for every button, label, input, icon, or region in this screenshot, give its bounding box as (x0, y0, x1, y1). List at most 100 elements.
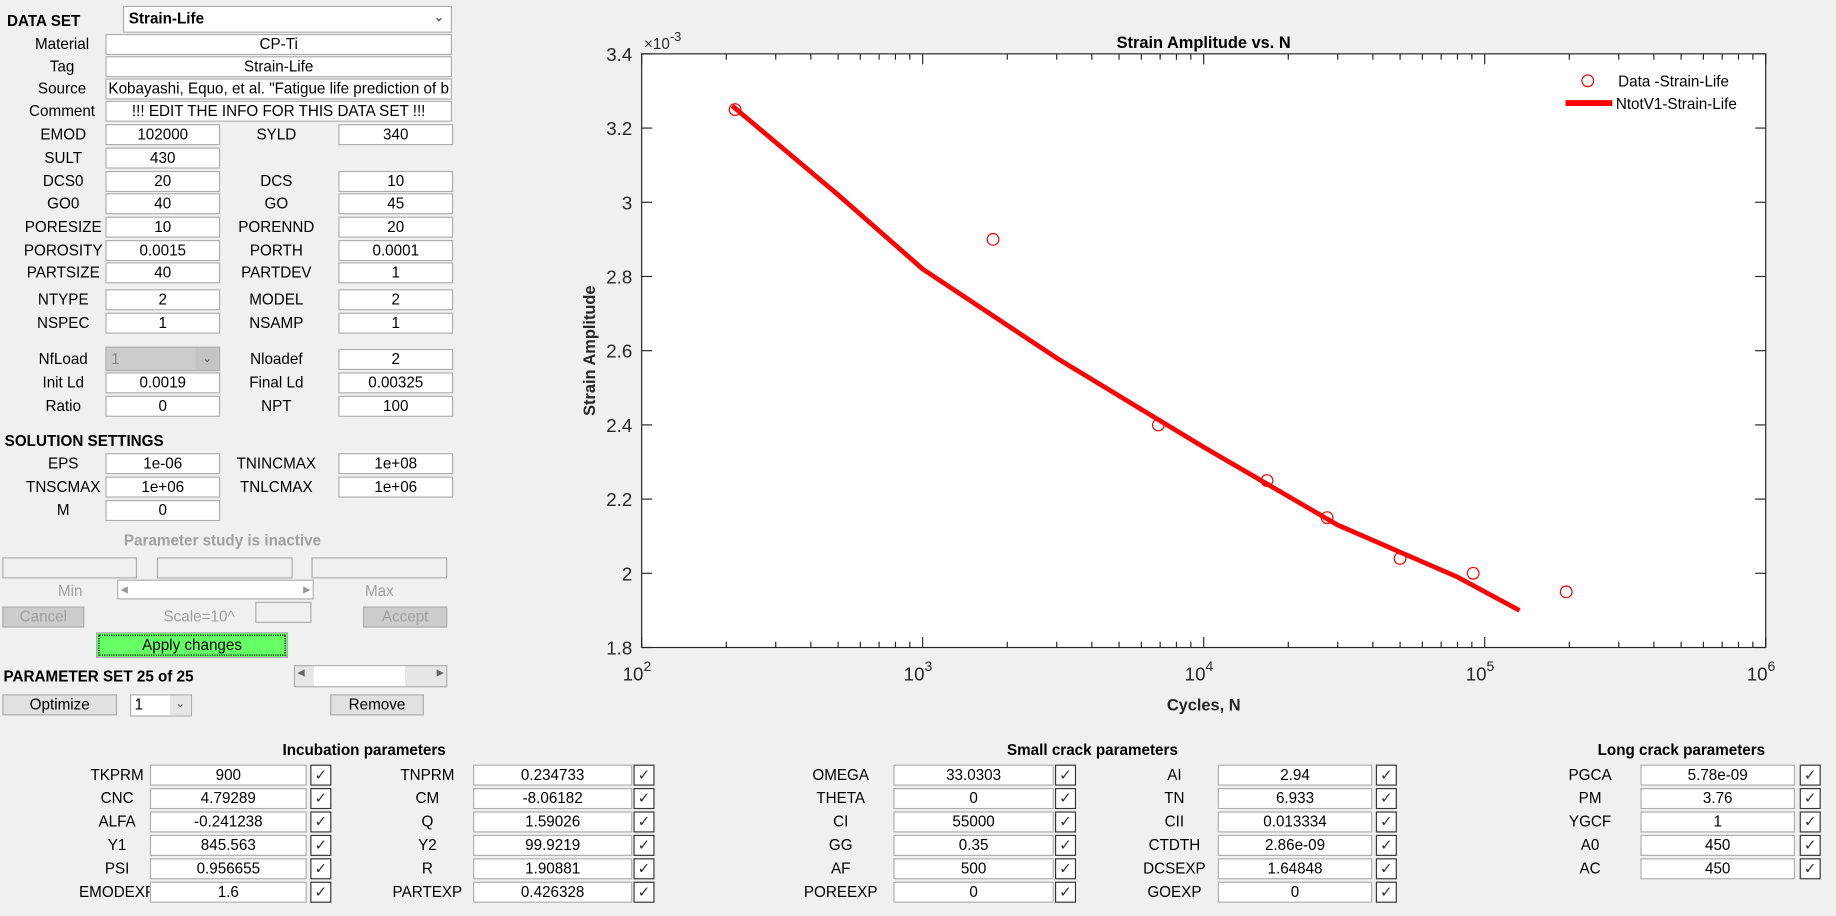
partexp-field[interactable]: 0.426328 (473, 881, 633, 903)
sult-field[interactable]: 430 (105, 147, 221, 169)
theta-checkbox[interactable]: ✓ (1054, 788, 1077, 810)
tnscmax-field[interactable]: 1e+06 (105, 476, 221, 498)
scroll-left-icon[interactable]: ◀ (297, 667, 305, 678)
y2-checkbox[interactable]: ✓ (633, 834, 655, 856)
param-study-slider[interactable]: ◀ ▶ (117, 579, 314, 600)
ratio-field[interactable]: 0 (105, 395, 221, 417)
q-checkbox[interactable]: ✓ (633, 811, 655, 833)
goexp-field[interactable]: 0 (1217, 881, 1373, 903)
ci-field[interactable]: 55000 (893, 811, 1054, 833)
ai-field[interactable]: 2.94 (1217, 764, 1373, 786)
scroll-right-icon[interactable]: ▶ (436, 667, 444, 678)
cm-checkbox[interactable]: ✓ (633, 788, 655, 810)
syld-field[interactable]: 340 (338, 124, 454, 146)
apply-changes-button[interactable]: Apply changes (96, 632, 289, 659)
gg-checkbox[interactable]: ✓ (1054, 834, 1077, 856)
r-field[interactable]: 1.90881 (473, 858, 633, 880)
final-ld-field[interactable]: 0.00325 (338, 372, 454, 394)
af-checkbox[interactable]: ✓ (1054, 858, 1077, 880)
porosity-field[interactable]: 0.0015 (105, 240, 221, 262)
dcsexp-checkbox[interactable]: ✓ (1375, 858, 1397, 880)
ai-checkbox[interactable]: ✓ (1375, 764, 1397, 786)
emod-field[interactable]: 102000 (105, 124, 221, 146)
dcsexp-field[interactable]: 1.64848 (1217, 858, 1373, 880)
emodexp-checkbox[interactable]: ✓ (310, 881, 332, 903)
ctdth-checkbox[interactable]: ✓ (1375, 834, 1397, 856)
alfa-field[interactable]: -0.241238 (149, 811, 307, 833)
q-field[interactable]: 1.59026 (473, 811, 633, 833)
nsamp-field[interactable]: 1 (338, 312, 454, 334)
tag-field[interactable]: Strain-Life (105, 56, 452, 78)
tkprm-field[interactable]: 900 (149, 764, 307, 786)
remove-button[interactable]: Remove (330, 694, 424, 716)
goexp-checkbox[interactable]: ✓ (1375, 881, 1397, 903)
a0-checkbox[interactable]: ✓ (1799, 834, 1821, 856)
omega-field[interactable]: 33.0303 (893, 764, 1054, 786)
pgca-field[interactable]: 5.78e-09 (1640, 764, 1795, 786)
cnc-checkbox[interactable]: ✓ (310, 788, 332, 810)
af-field[interactable]: 500 (893, 858, 1054, 880)
pm-checkbox[interactable]: ✓ (1799, 788, 1821, 810)
a0-field[interactable]: 450 (1640, 834, 1795, 856)
tn-field[interactable]: 6.933 (1217, 788, 1373, 810)
scroll-right-icon[interactable]: ▶ (303, 584, 311, 595)
y1-checkbox[interactable]: ✓ (310, 834, 332, 856)
emodexp-field[interactable]: 1.6 (149, 881, 307, 903)
tnincmax-field[interactable]: 1e+08 (338, 453, 454, 475)
ygcf-checkbox[interactable]: ✓ (1799, 811, 1821, 833)
poreexp-field[interactable]: 0 (893, 881, 1054, 903)
ygcf-field[interactable]: 1 (1640, 811, 1795, 833)
ac-field[interactable]: 450 (1640, 858, 1795, 880)
alfa-checkbox[interactable]: ✓ (310, 811, 332, 833)
y1-field[interactable]: 845.563 (149, 834, 307, 856)
y2-field[interactable]: 99.9219 (473, 834, 633, 856)
accept-button[interactable]: Accept (362, 606, 448, 628)
porth-field[interactable]: 0.0001 (338, 240, 454, 262)
source-field[interactable]: Kobayashi, Equo, et al. "Fatigue life pr… (105, 78, 452, 100)
pm-field[interactable]: 3.76 (1640, 788, 1795, 810)
scrollbar-thumb[interactable] (313, 666, 406, 687)
omega-checkbox[interactable]: ✓ (1054, 764, 1077, 786)
psi-checkbox[interactable]: ✓ (310, 858, 332, 880)
dataset-dropdown[interactable]: Strain-Life ⌄ (122, 5, 452, 33)
psi-field[interactable]: 0.956655 (149, 858, 307, 880)
partsize-field[interactable]: 40 (105, 262, 221, 284)
poreexp-checkbox[interactable]: ✓ (1054, 881, 1077, 903)
tnlcmax-field[interactable]: 1e+06 (338, 476, 454, 498)
ntype-field[interactable]: 2 (105, 289, 221, 311)
npt-field[interactable]: 100 (338, 395, 454, 417)
cancel-button[interactable]: Cancel (2, 606, 85, 628)
material-field[interactable]: CP-Ti (105, 33, 452, 56)
parameter-set-scrollbar[interactable]: ◀ ▶ (293, 665, 448, 688)
dcs-field[interactable]: 10 (338, 170, 454, 193)
theta-field[interactable]: 0 (893, 788, 1054, 810)
partdev-field[interactable]: 1 (338, 262, 454, 284)
optimize-button[interactable]: Optimize (2, 694, 118, 716)
tnprm-checkbox[interactable]: ✓ (633, 764, 655, 786)
porennd-field[interactable]: 20 (338, 216, 454, 238)
tn-checkbox[interactable]: ✓ (1375, 788, 1397, 810)
gg-field[interactable]: 0.35 (893, 834, 1054, 856)
r-checkbox[interactable]: ✓ (633, 858, 655, 880)
scroll-left-icon[interactable]: ◀ (120, 584, 128, 595)
dcs0-field[interactable]: 20 (105, 170, 221, 193)
tnprm-field[interactable]: 0.234733 (473, 764, 633, 786)
cnc-field[interactable]: 4.79289 (149, 788, 307, 810)
cii-field[interactable]: 0.013334 (1217, 811, 1373, 833)
poresize-field[interactable]: 10 (105, 216, 221, 238)
ci-checkbox[interactable]: ✓ (1054, 811, 1077, 833)
ac-checkbox[interactable]: ✓ (1799, 858, 1821, 880)
cm-field[interactable]: -8.06182 (473, 788, 633, 810)
init-ld-field[interactable]: 0.0019 (105, 372, 221, 394)
nspec-field[interactable]: 1 (105, 312, 221, 334)
ctdth-field[interactable]: 2.86e-09 (1217, 834, 1373, 856)
pgca-checkbox[interactable]: ✓ (1799, 764, 1821, 786)
m-field[interactable]: 0 (105, 499, 221, 522)
optimize-dropdown[interactable]: 1 ⌄ (129, 694, 193, 717)
nloadef-field[interactable]: 2 (338, 348, 454, 371)
tkprm-checkbox[interactable]: ✓ (310, 764, 332, 786)
eps-field[interactable]: 1e-06 (105, 453, 221, 475)
cii-checkbox[interactable]: ✓ (1375, 811, 1397, 833)
partexp-checkbox[interactable]: ✓ (633, 881, 655, 903)
go0-field[interactable]: 40 (105, 193, 221, 215)
